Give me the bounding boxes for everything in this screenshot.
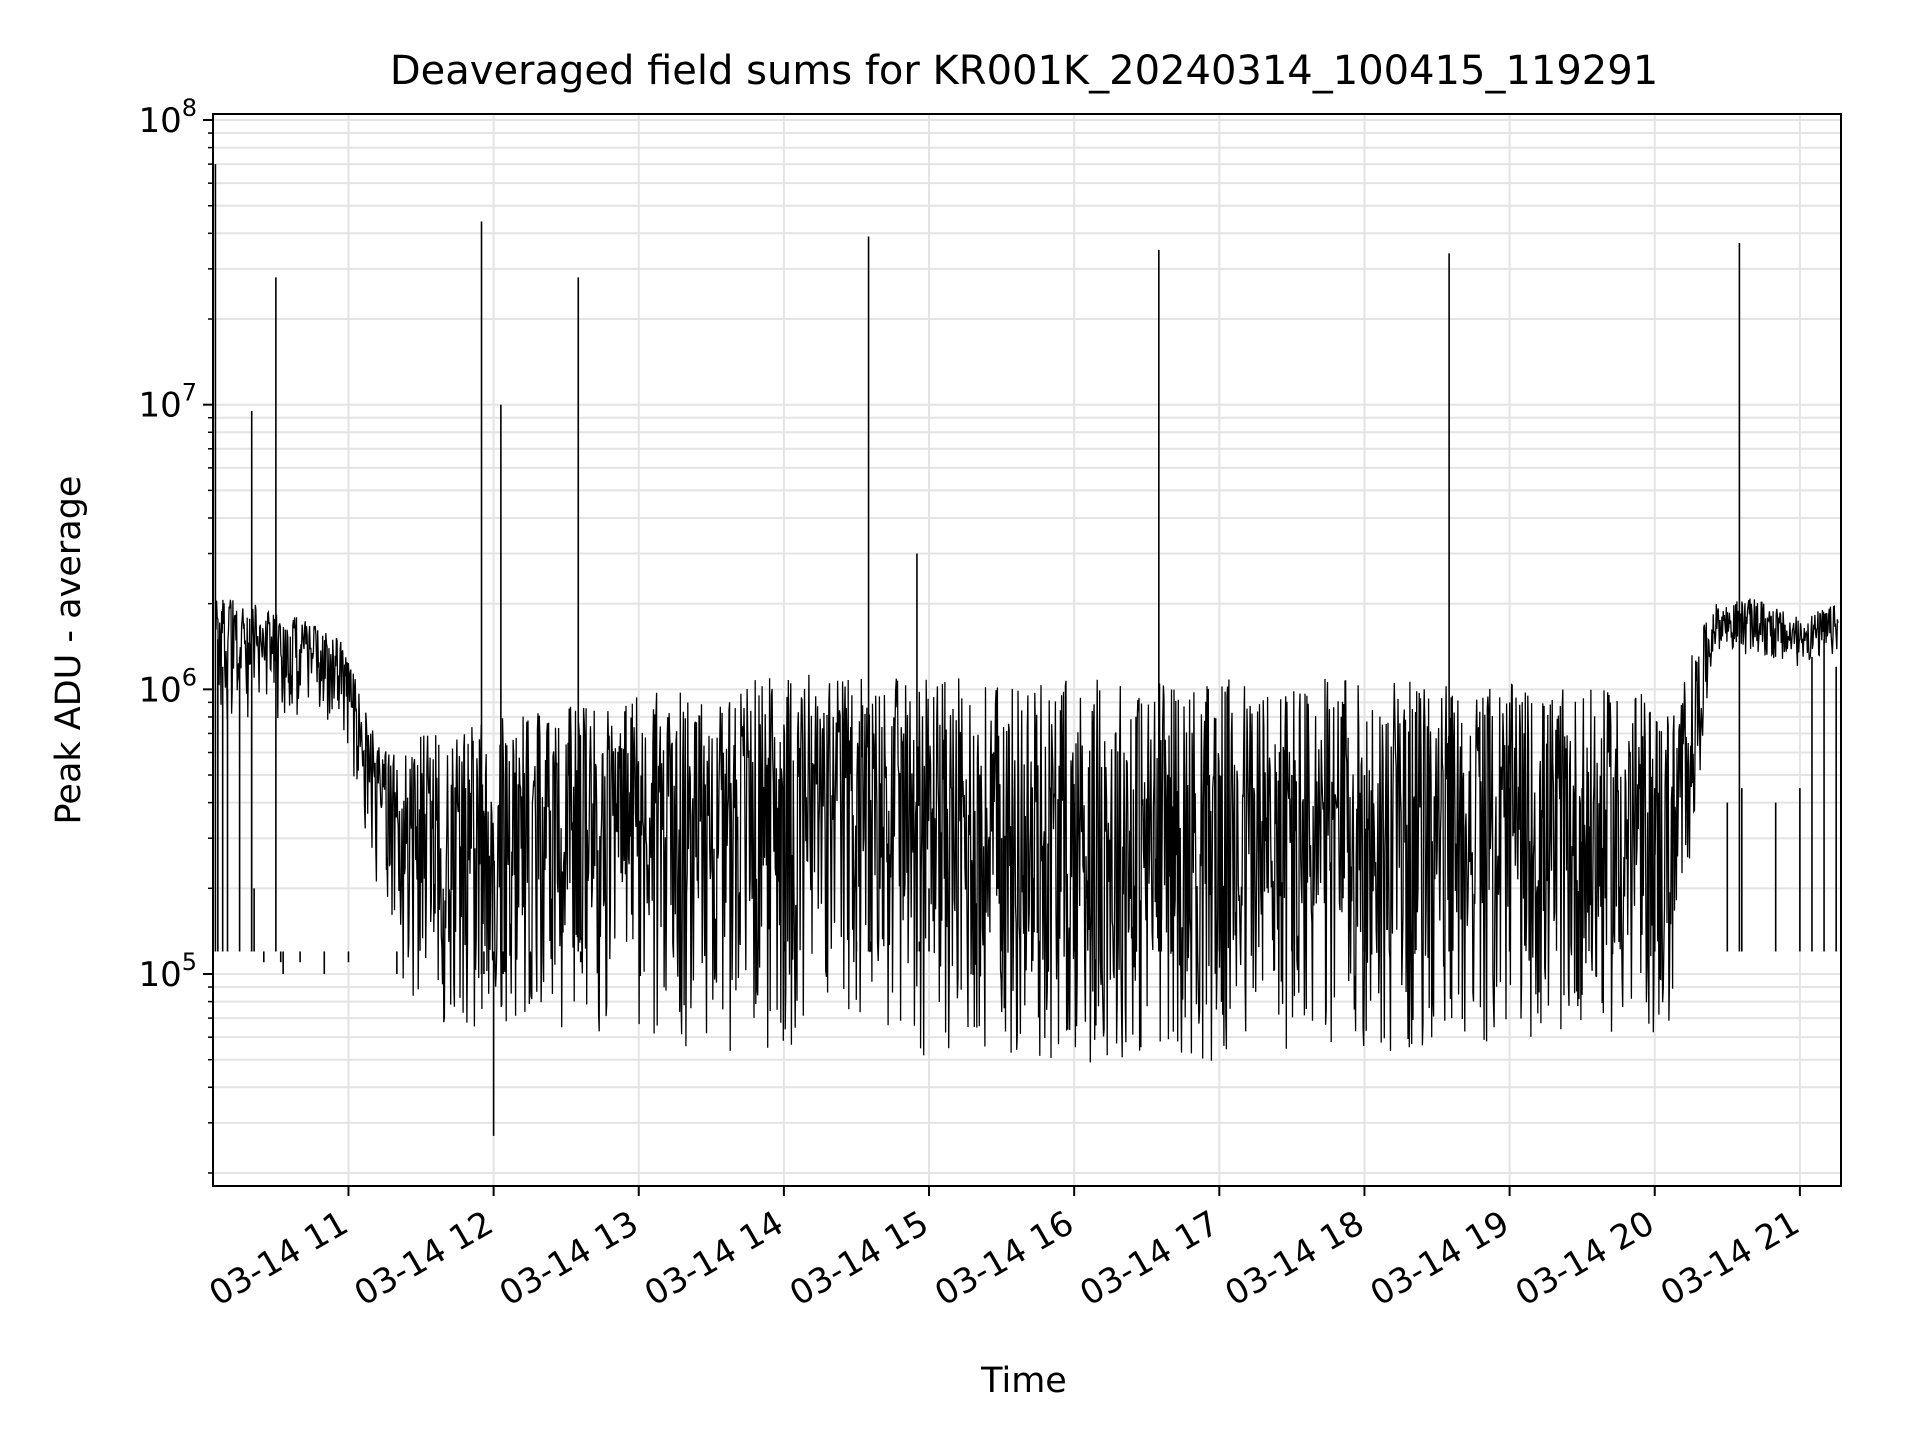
y-axis-label: Peak ADU - average bbox=[49, 476, 89, 825]
chart-title: Deaveraged field sums for KR001K_2024031… bbox=[390, 48, 1658, 94]
plot-frame bbox=[212, 113, 1842, 1187]
y-tick-label: 105 bbox=[138, 948, 197, 995]
series-band-line bbox=[215, 598, 1839, 1063]
y-tick-label: 107 bbox=[138, 379, 197, 426]
x-axis-label: Time bbox=[980, 1361, 1067, 1401]
y-tick-label: 106 bbox=[138, 663, 197, 710]
y-tick-label: 108 bbox=[138, 94, 197, 141]
y-ticks: 105 106 107 108 bbox=[138, 94, 213, 1174]
